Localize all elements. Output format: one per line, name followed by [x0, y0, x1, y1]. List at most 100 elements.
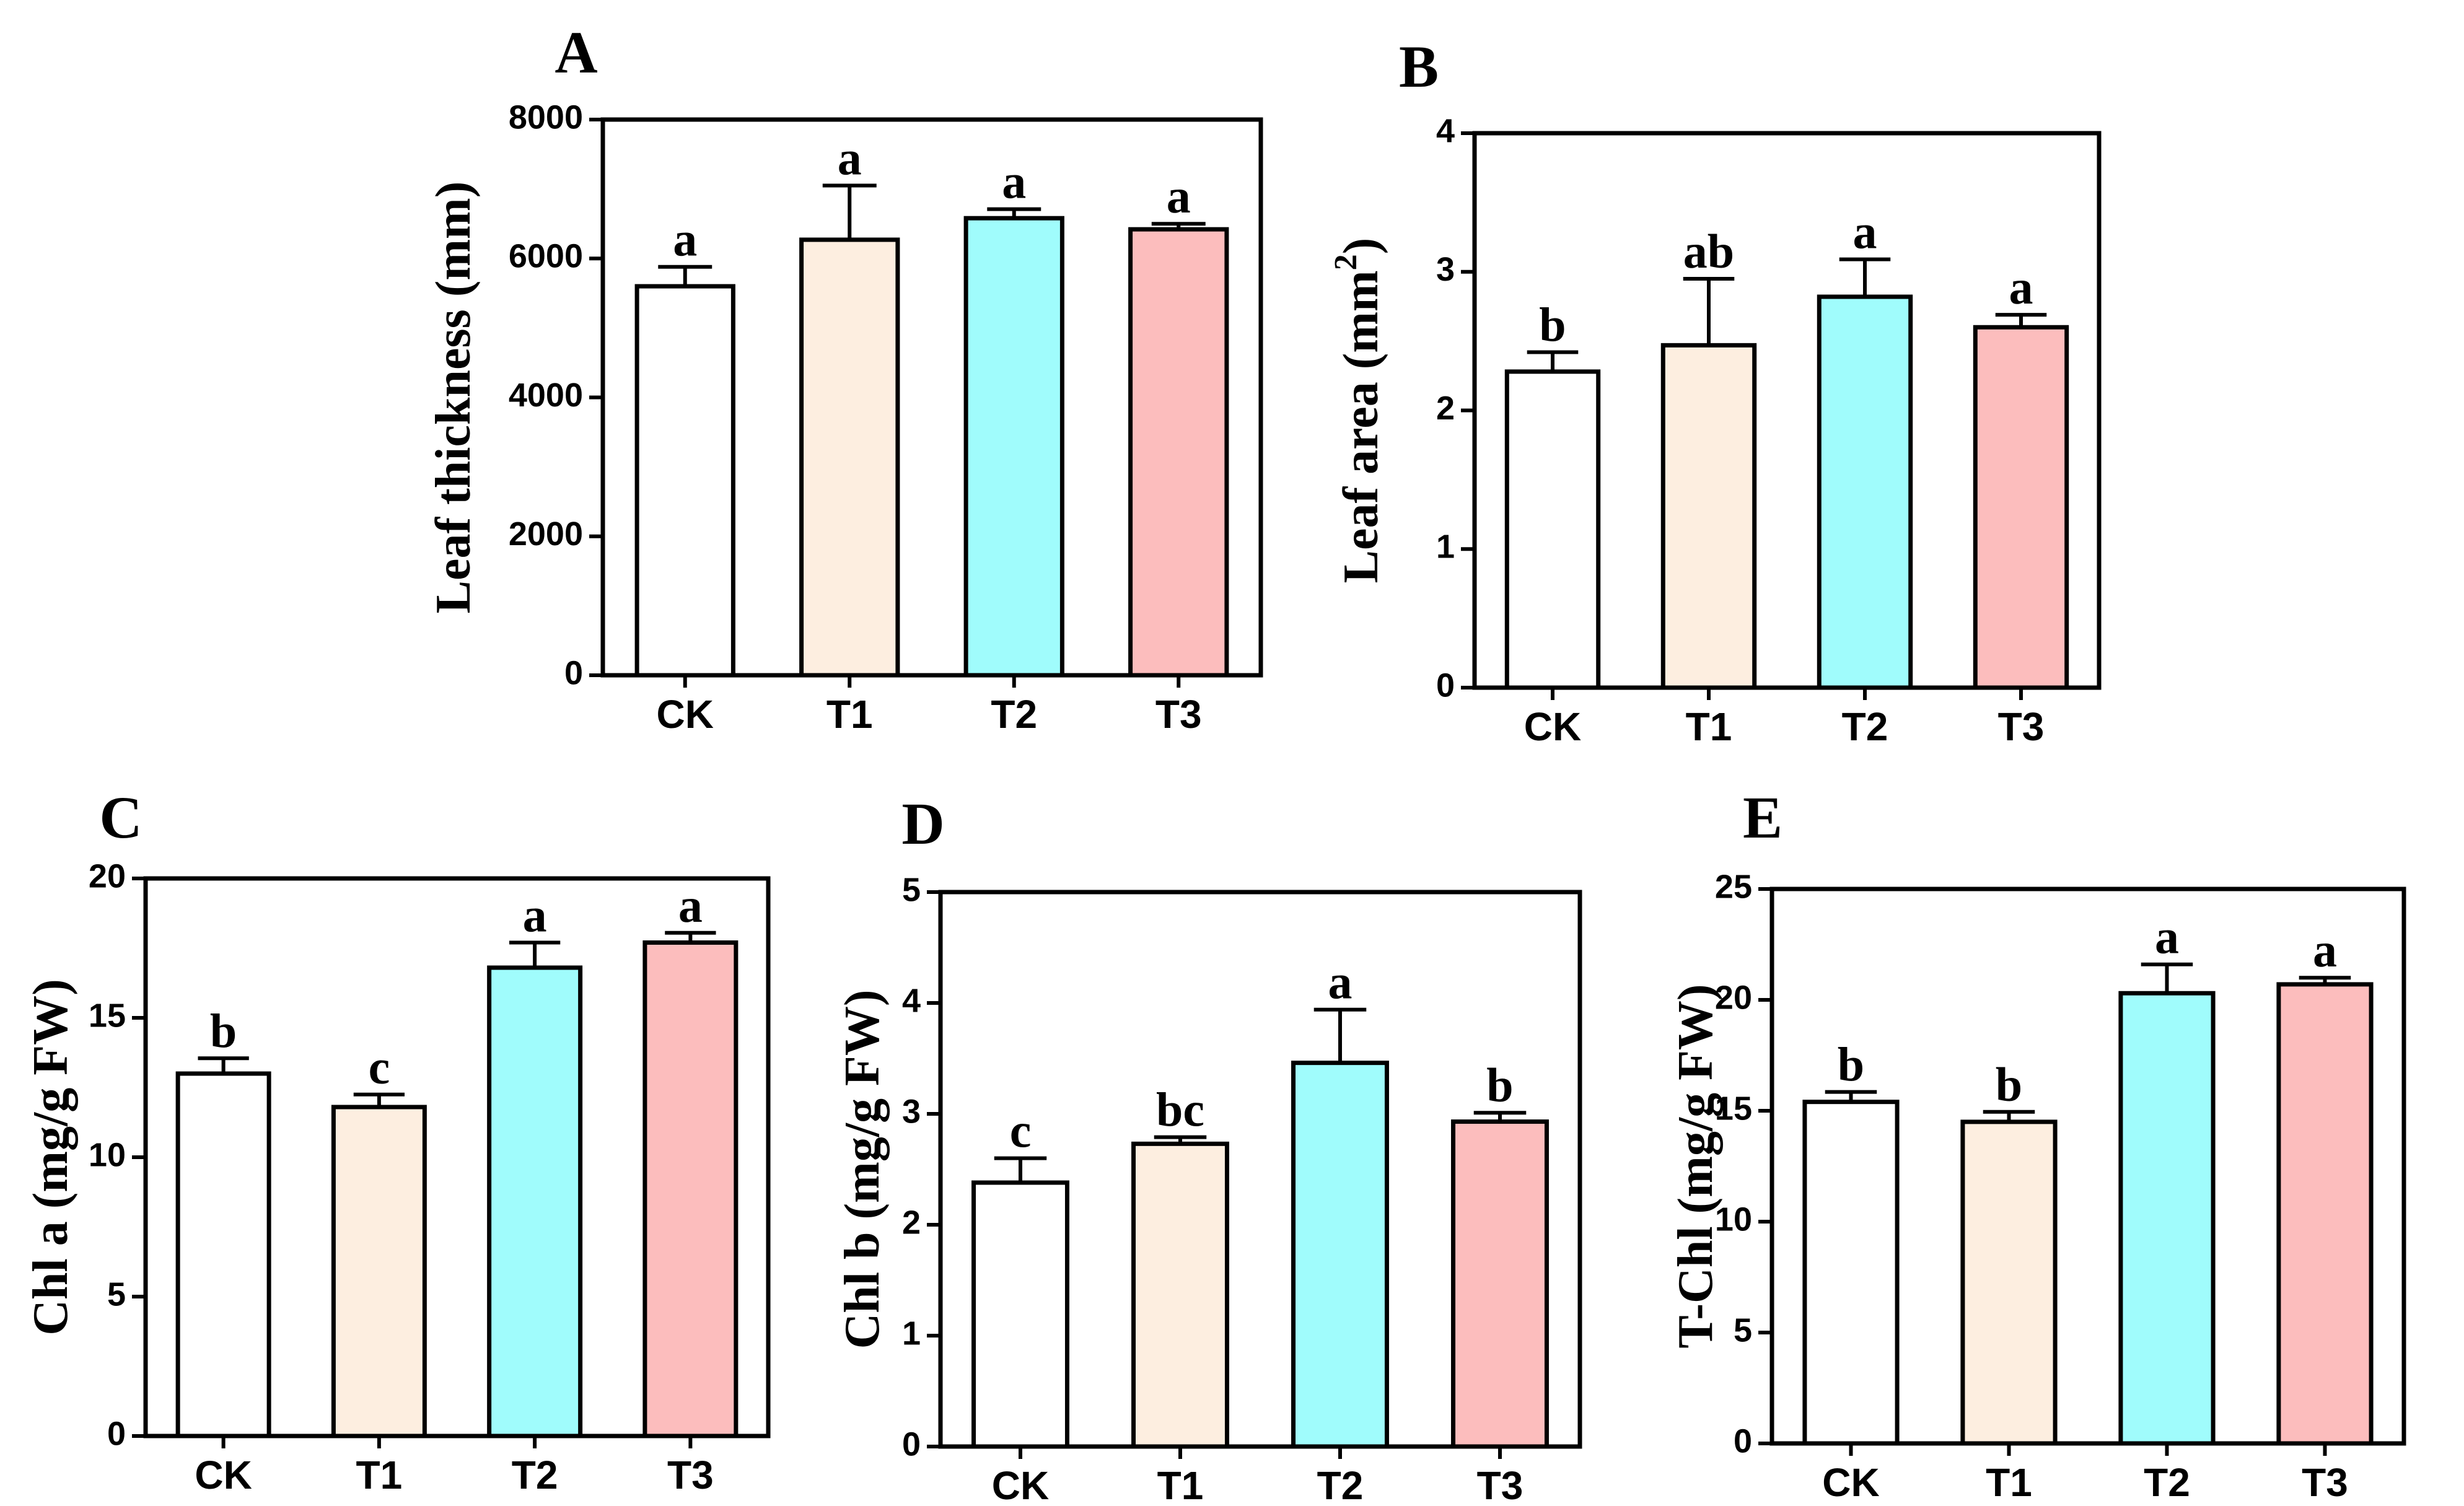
panel-e: Eb CK b T1 a T2 a T3 0 5 10 15 20 25 T-Chl (mg/g FW): [1668, 784, 2406, 1505]
bar-a-t3: [1128, 227, 1229, 678]
x-tick-label-e-t3: T3: [2302, 1460, 2348, 1505]
significance-letter-e-ck: b: [1838, 1038, 1864, 1092]
error-bar-c-t1: [353, 1092, 405, 1107]
significance-letter-b-ck: b: [1539, 298, 1566, 352]
plot-frame-d: [938, 890, 1582, 1449]
y-tick-label-c-20: 20: [89, 857, 126, 895]
significance-letter-a-t1: a: [838, 131, 862, 185]
panel-letter-e: E: [1743, 784, 1782, 851]
bar-b-t3: [1973, 325, 2069, 690]
error-bar-c-t2: [509, 940, 561, 968]
significance-letter-e-t2: a: [2155, 910, 2179, 964]
error-bar-b-ck: [1527, 350, 1579, 372]
error-bar-a-t3: [1151, 222, 1206, 230]
x-tick-label-c-ck: CK: [195, 1453, 252, 1497]
bar-c-ck: [175, 1071, 271, 1438]
y-tick-label-e-0: 0: [1734, 1422, 1752, 1460]
x-tick-label-d-ck: CK: [992, 1463, 1049, 1506]
y-tick-label-e-25: 25: [1715, 868, 1752, 905]
error-bar-b-t1: [1683, 276, 1735, 346]
y-axis-label-d: Chl b (mg/g FW): [835, 990, 890, 1349]
y-tick-label-e-5: 5: [1734, 1311, 1752, 1349]
x-tick-label-a-t3: T3: [1155, 692, 1202, 737]
y-tick-label-b-1: 1: [1436, 528, 1455, 566]
significance-letter-a-t3: a: [1167, 169, 1191, 223]
significance-letter-e-t3: a: [2313, 923, 2337, 977]
x-tick-label-c-t3: T3: [667, 1453, 714, 1497]
y-tick-label-d-3: 3: [902, 1093, 921, 1130]
bar-d-t2: [1291, 1061, 1389, 1449]
panel-letter-d: D: [901, 790, 944, 857]
significance-letter-d-t1: bc: [1156, 1083, 1204, 1137]
y-tick-label-c-10: 10: [89, 1136, 126, 1173]
x-tick-label-d-t1: T1: [1157, 1463, 1204, 1506]
bar-c-t3: [642, 940, 739, 1438]
y-tick-label-e-10: 10: [1715, 1201, 1752, 1238]
error-bar-e-ck: [1825, 1090, 1877, 1102]
x-tick-label-b-t1: T1: [1686, 704, 1732, 749]
y-axis-label-b: Leaf area (mm2): [1328, 238, 1388, 584]
significance-letter-a-t2: a: [1002, 155, 1026, 209]
bar-e-t3: [2276, 982, 2374, 1446]
panel-c: Cb CK c T1 a T2 a T3 0 5 10 15 20 Chl a (mg/g FW): [24, 784, 771, 1497]
bar-e-t1: [1960, 1119, 2058, 1446]
x-tick-label-d-t2: T2: [1317, 1463, 1364, 1506]
x-tick-label-c-t2: T2: [512, 1453, 558, 1497]
y-tick-label-e-15: 15: [1715, 1090, 1752, 1127]
error-bar-a-t1: [822, 183, 877, 240]
error-bar-b-t3: [1995, 313, 2047, 328]
bar-a-t1: [799, 237, 900, 678]
y-tick-label-d-0: 0: [902, 1425, 921, 1463]
y-tick-label-d-5: 5: [902, 871, 921, 908]
y-tick-label-c-0: 0: [107, 1415, 126, 1452]
y-tick-label-b-4: 4: [1436, 112, 1455, 149]
y-axis-label-a: Leaf thickness (mm): [426, 182, 481, 614]
significance-letter-c-t3: a: [678, 878, 703, 932]
significance-letter-d-t2: a: [1328, 955, 1353, 1009]
panel-a: Aa CK a T1 a T2 a T3 0 2000 4000 6000 8000 Leaf thick…: [426, 19, 1263, 737]
error-bar-c-ck: [198, 1056, 249, 1074]
x-tick-label-d-t3: T3: [1477, 1463, 1524, 1506]
y-tick-label-e-20: 20: [1715, 979, 1752, 1016]
x-tick-label-b-ck: CK: [1524, 704, 1581, 749]
bar-d-t3: [1451, 1119, 1549, 1449]
significance-letter-c-ck: b: [210, 1004, 237, 1057]
error-bar-d-t3: [1473, 1111, 1527, 1122]
significance-letter-c-t2: a: [523, 888, 547, 942]
error-bar-e-t1: [1983, 1110, 2035, 1122]
x-tick-label-b-t3: T3: [1998, 704, 2045, 749]
error-bar-e-t2: [2141, 962, 2193, 994]
error-bar-a-t2: [987, 207, 1041, 219]
bar-b-ck: [1504, 369, 1601, 690]
significance-letter-a-ck: a: [673, 212, 697, 266]
x-tick-label-a-ck: CK: [657, 692, 714, 737]
y-tick-label-a-0: 0: [564, 654, 583, 691]
panel-d: Dc CK bc T1 a T2 b T3 0 1 2 3 4 5 Chl b (mg/g FW): [835, 790, 1582, 1506]
bar-a-ck: [634, 284, 735, 678]
x-tick-label-e-t1: T1: [1986, 1460, 2032, 1505]
x-tick-label-e-ck: CK: [1822, 1460, 1879, 1505]
x-tick-label-a-t1: T1: [826, 692, 873, 737]
y-tick-label-c-5: 5: [107, 1276, 126, 1313]
significance-letter-d-ck: c: [1010, 1104, 1032, 1158]
significance-letter-d-t3: b: [1486, 1058, 1513, 1112]
x-tick-label-c-t1: T1: [356, 1453, 403, 1497]
y-tick-label-d-2: 2: [902, 1204, 921, 1241]
significance-letter-b-t3: a: [2009, 260, 2033, 314]
y-tick-label-b-0: 0: [1436, 667, 1455, 704]
x-tick-label-e-t2: T2: [2144, 1460, 2190, 1505]
y-tick-label-b-3: 3: [1436, 251, 1455, 288]
y-axis-label-c: Chl a (mg/g FW): [24, 979, 78, 1336]
error-bar-d-t2: [1313, 1007, 1367, 1063]
y-tick-label-c-15: 15: [89, 997, 126, 1034]
bar-b-t1: [1660, 343, 1757, 690]
y-tick-label-a-6000: 6000: [509, 238, 583, 275]
x-tick-label-a-t2: T2: [991, 692, 1037, 737]
panel-letter-c: C: [99, 784, 142, 851]
y-tick-label-d-4: 4: [902, 982, 921, 1019]
x-tick-label-b-t2: T2: [1842, 704, 1888, 749]
panel-b: Bb CK ab T1 a T2 a T3 0 1 2 3 4 Leaf area (mm2): [1328, 33, 2102, 749]
error-bar-b-t2: [1839, 257, 1891, 297]
bar-c-t1: [331, 1105, 427, 1438]
error-bar-e-t3: [2299, 976, 2351, 984]
